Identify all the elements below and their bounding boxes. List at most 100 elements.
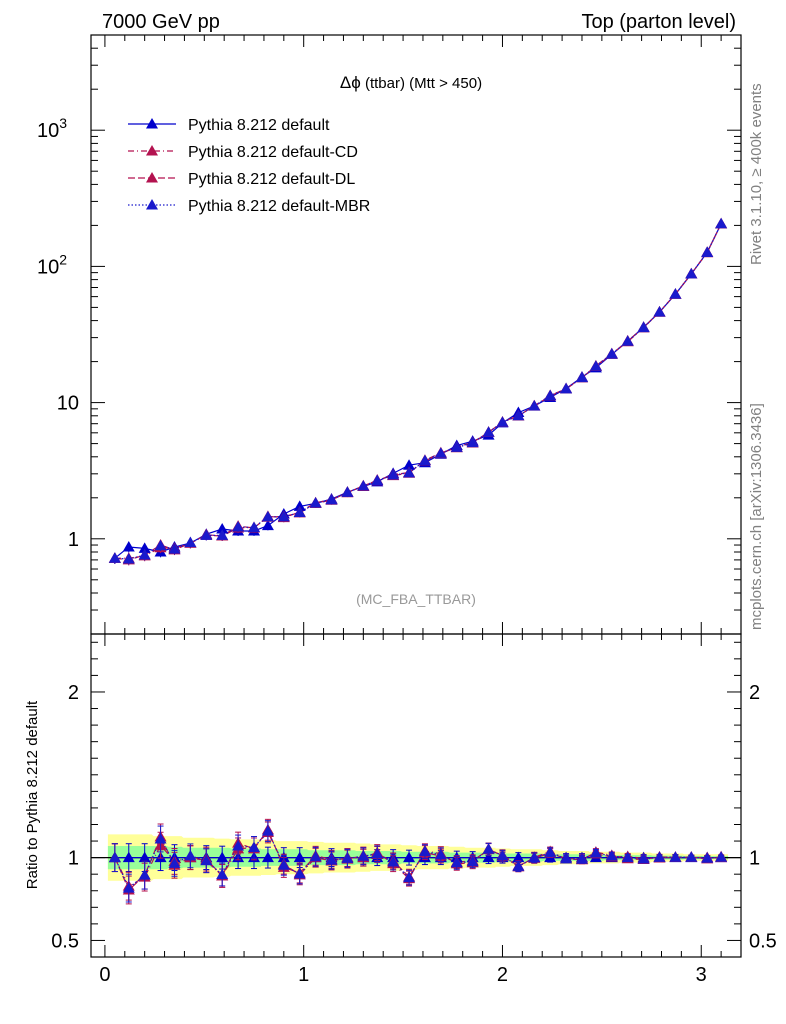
header-left: 7000 GeV pp [102, 11, 220, 33]
ratio-point [138, 869, 151, 880]
ratio-point [138, 851, 151, 863]
data-point [589, 360, 602, 371]
data-point [122, 541, 135, 552]
series-line-0 [114, 223, 722, 559]
ratio-y-axis-label: Ratio to Pythia 8.212 default [24, 700, 41, 889]
x-tick-label: 3 [696, 964, 707, 986]
data-point [496, 416, 509, 427]
rivet-label: Rivet 3.1.10, ≥ 400k events [748, 83, 765, 265]
ratio-point [403, 871, 416, 883]
legend-marker-0 [146, 118, 158, 129]
ratio-point [277, 859, 290, 870]
data-point [512, 409, 525, 421]
ratio-point [637, 853, 650, 864]
data-point [200, 529, 213, 540]
y-tick-label: 1 [68, 529, 79, 551]
data-point [560, 382, 573, 394]
data-point [247, 521, 260, 533]
data-point [403, 466, 416, 478]
data-point [277, 510, 290, 522]
ratio-point [653, 851, 666, 862]
data-point [621, 335, 634, 346]
data-point [168, 543, 181, 554]
data-point [669, 288, 682, 299]
ratio-point [247, 841, 260, 852]
data-point [701, 246, 714, 257]
ratio-y-tick-label: 1 [68, 848, 79, 870]
data-point [341, 486, 354, 497]
data-point [216, 529, 229, 540]
legend-label-3: Pythia 8.212 default-MBR [188, 198, 370, 215]
legend-marker-1 [146, 145, 158, 156]
ratio-y-tick-label-right: 0.5 [749, 930, 777, 952]
data-point [216, 523, 229, 534]
plot-title-text: (ttbar) (Mtt > 450) [361, 75, 482, 92]
data-point [605, 347, 618, 359]
ratio-plot-panel: 0 1 2 3 0.5 0.5 1 1 2 2 [51, 633, 777, 986]
data-point [293, 500, 306, 511]
ratio-point [216, 868, 229, 879]
ratio-point [589, 847, 602, 858]
data-point [575, 371, 588, 383]
ratio-point [154, 832, 167, 844]
ratio-point [528, 851, 541, 863]
legend-label-1: Pythia 8.212 default-CD [188, 144, 358, 161]
data-point [403, 459, 416, 470]
x-tick-label: 0 [99, 964, 110, 986]
data-point [371, 474, 384, 485]
data-point [138, 549, 151, 560]
data-point [544, 389, 557, 401]
y-tick-label: 103 [37, 115, 67, 142]
y-tick-label-exp: 2 [59, 251, 67, 267]
ratio-point [357, 850, 370, 861]
series-line-1 [114, 223, 722, 559]
y-tick-label-exp: 3 [59, 115, 67, 131]
data-point [261, 510, 274, 522]
ratio-point [685, 851, 698, 862]
ratio-point [232, 839, 245, 851]
data-point [325, 493, 338, 505]
data-point [685, 267, 698, 279]
ratio-point [371, 847, 384, 859]
ratio-point [261, 825, 274, 836]
data-point [138, 542, 151, 553]
ratio-y-tick-label: 2 [68, 682, 79, 704]
data-point [232, 521, 245, 532]
ratio-point [184, 849, 197, 861]
ratio-point [701, 852, 714, 863]
y-tick-label-base: 10 [37, 256, 59, 278]
y-tick-label: 10 [57, 393, 79, 415]
ratio-point [341, 852, 354, 863]
ratio-y-tick-label-right: 2 [749, 682, 760, 704]
ratio-frame [90, 633, 742, 958]
x-tick-label: 2 [497, 964, 508, 986]
data-point [450, 441, 463, 452]
x-tick-label: 1 [298, 964, 309, 986]
data-point [293, 506, 306, 517]
ratio-point [122, 882, 135, 893]
data-point [482, 426, 495, 437]
ratio-point [108, 851, 121, 863]
legend-marker-2 [146, 172, 158, 183]
data-point [122, 553, 135, 564]
ratio-point [200, 854, 213, 866]
data-point [184, 536, 197, 547]
ratio-point [466, 855, 479, 867]
plot-title-symbol: Δϕ [340, 73, 361, 92]
ratio-point [621, 851, 634, 863]
ratio-point [216, 851, 229, 863]
ratio-point [309, 850, 322, 862]
ratio-point [512, 860, 525, 871]
ratio-point [387, 856, 400, 867]
ratio-point [605, 850, 618, 861]
legend: Pythia 8.212 default Pythia 8.212 default… [128, 117, 370, 215]
data-point [466, 436, 479, 448]
y-tick-label-base: 10 [37, 120, 59, 142]
ratio-point [168, 857, 181, 868]
ratio-point [122, 851, 135, 863]
data-point [261, 519, 274, 531]
data-point [154, 539, 167, 551]
legend-label-0: Pythia 8.212 default [188, 117, 330, 134]
mcplots-label: mcplots.cern.ch [arXiv:1306.3436] [748, 403, 765, 630]
